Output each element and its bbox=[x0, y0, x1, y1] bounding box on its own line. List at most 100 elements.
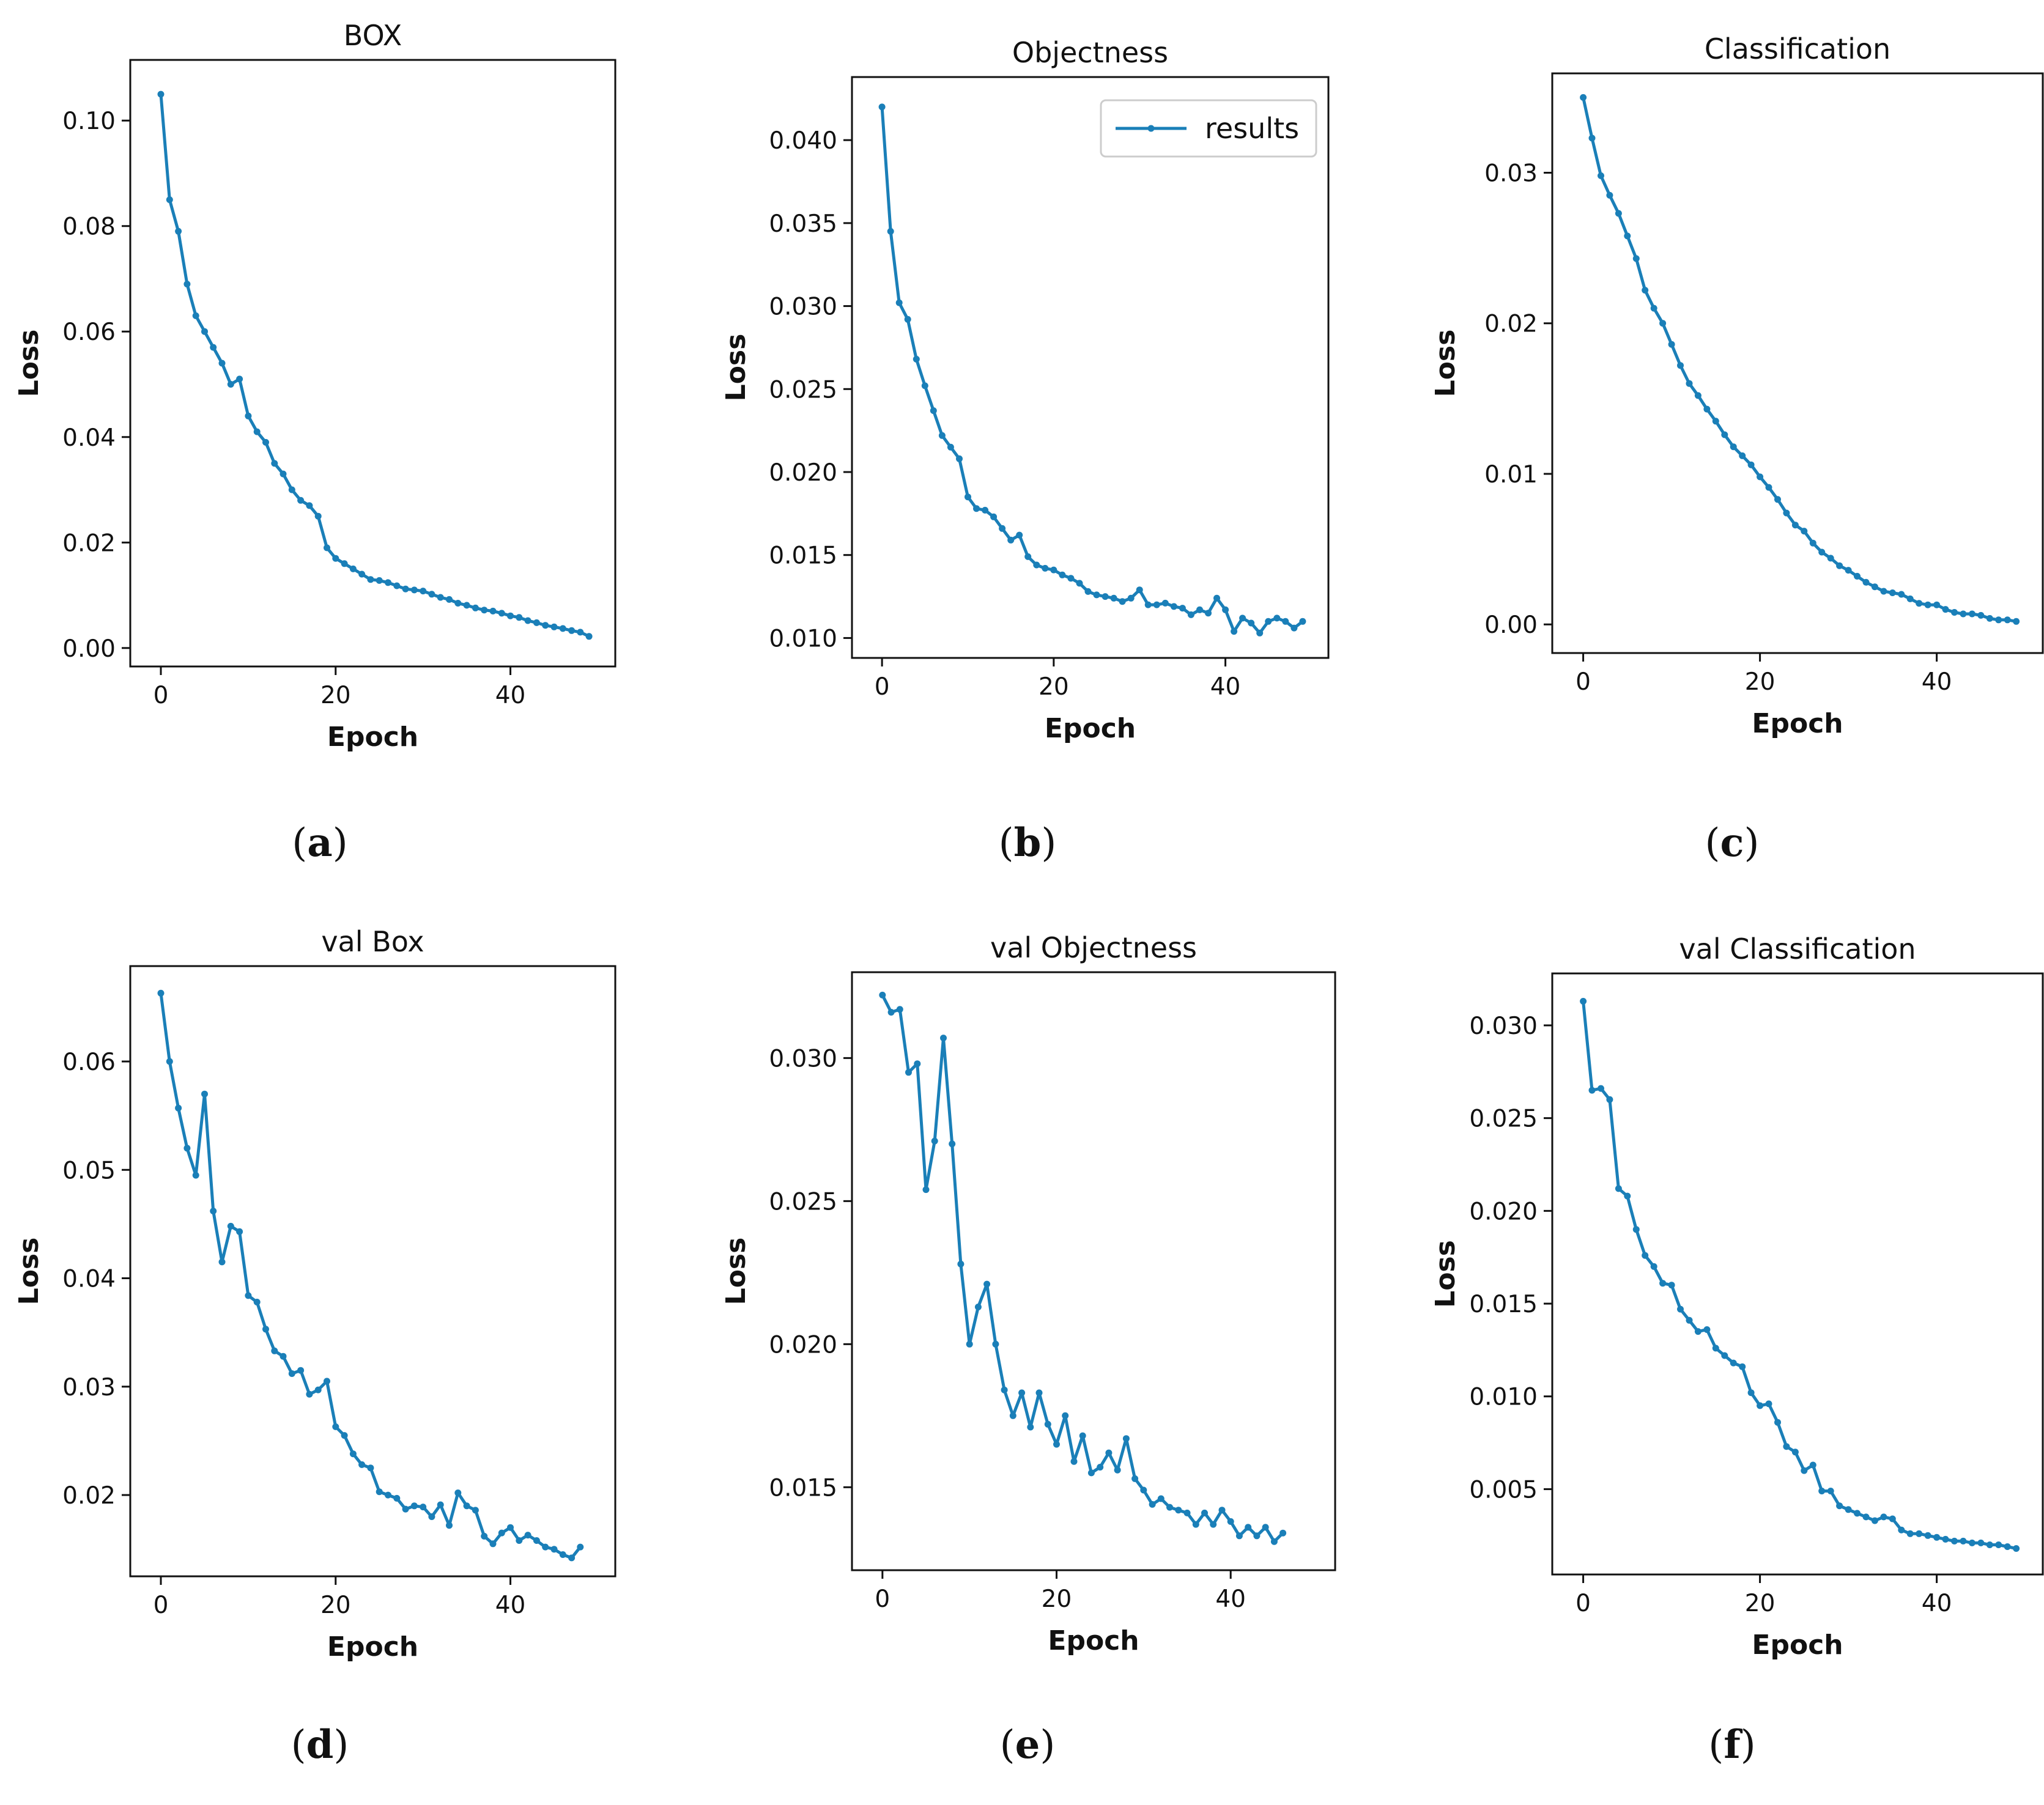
data-point bbox=[358, 570, 366, 578]
data-point bbox=[410, 586, 418, 594]
data-point bbox=[1110, 594, 1117, 602]
y-axis-label: Loss bbox=[13, 1238, 45, 1305]
data-point bbox=[280, 470, 287, 478]
data-point bbox=[887, 227, 894, 235]
data-point bbox=[393, 582, 401, 589]
y-tick-label: 0.04 bbox=[62, 1266, 116, 1293]
data-point bbox=[1995, 1541, 2002, 1548]
data-point bbox=[1791, 1449, 1799, 1456]
data-point bbox=[990, 513, 998, 520]
data-point bbox=[542, 1543, 549, 1551]
data-point bbox=[1642, 1252, 1649, 1259]
data-point bbox=[1862, 1513, 1870, 1521]
data-point bbox=[1712, 1345, 1719, 1352]
data-point bbox=[157, 90, 165, 98]
data-point bbox=[1024, 553, 1032, 560]
data-point bbox=[297, 1367, 305, 1374]
data-point bbox=[1097, 1464, 1104, 1471]
y-tick-label: 0.020 bbox=[769, 459, 837, 487]
data-point bbox=[227, 381, 234, 388]
y-tick-label: 0.030 bbox=[1469, 1013, 1538, 1040]
y-tick-label: 0.035 bbox=[769, 210, 837, 238]
data-point bbox=[183, 281, 191, 288]
data-point bbox=[585, 633, 593, 640]
data-point bbox=[1087, 1469, 1095, 1477]
data-point bbox=[227, 1222, 234, 1230]
panel-caption: (e) bbox=[1000, 1722, 1056, 1768]
data-point bbox=[314, 512, 322, 520]
data-point bbox=[1712, 418, 1719, 425]
data-point bbox=[913, 355, 920, 363]
axes-frame bbox=[1551, 972, 2044, 1576]
x-tick-label: 20 bbox=[320, 682, 351, 709]
data-point bbox=[887, 1009, 895, 1016]
data-point bbox=[236, 375, 243, 383]
data-point bbox=[1986, 615, 1993, 622]
data-point bbox=[1942, 606, 1949, 613]
chart-panel: Objectness 0 20 40 0.010 0.015 0.020 0.025 0.030… bbox=[720, 36, 1330, 866]
data-point bbox=[1933, 601, 1941, 608]
chart-panel: BOX 0 20 40 0.00 0.02 0.04 0.06 0.08 0.10 Epoch Los… bbox=[13, 19, 617, 866]
data-point bbox=[1977, 1539, 1985, 1546]
data-point bbox=[1588, 135, 1596, 142]
x-axis-label: Epoch bbox=[1752, 708, 1843, 739]
x-axis-label: Epoch bbox=[327, 1631, 418, 1663]
legend-marker bbox=[1147, 125, 1155, 132]
data-point bbox=[533, 619, 540, 626]
y-tick-label: 0.030 bbox=[769, 293, 837, 321]
y-tick-label: 0.02 bbox=[62, 530, 116, 557]
data-point bbox=[999, 525, 1006, 532]
y-tick-label: 0.015 bbox=[1469, 1291, 1538, 1318]
data-point bbox=[1016, 531, 1023, 539]
data-point bbox=[1747, 1389, 1755, 1397]
data-point bbox=[1801, 1467, 1808, 1474]
series-line bbox=[1582, 1001, 2017, 1550]
data-point bbox=[1765, 484, 1772, 491]
data-point bbox=[481, 607, 488, 614]
y-axis-label: Loss bbox=[1430, 1240, 1461, 1308]
data-point bbox=[1227, 1518, 1234, 1525]
data-point bbox=[166, 1058, 173, 1065]
data-point bbox=[2013, 1545, 2020, 1552]
data-point bbox=[1624, 1192, 1631, 1200]
y-tick-label: 0.020 bbox=[769, 1331, 837, 1359]
data-point bbox=[349, 1450, 357, 1458]
caption-open: ( bbox=[1708, 1722, 1724, 1768]
x-tick-label: 40 bbox=[1215, 1585, 1246, 1613]
data-point bbox=[516, 614, 523, 621]
data-point bbox=[332, 555, 339, 562]
x-tick-label: 40 bbox=[1922, 668, 1952, 696]
data-point bbox=[253, 428, 261, 435]
data-point bbox=[489, 607, 497, 615]
data-point bbox=[1222, 606, 1229, 613]
data-point bbox=[236, 1228, 243, 1235]
caption-open: ( bbox=[1000, 1722, 1015, 1768]
data-point bbox=[1836, 562, 1843, 569]
data-point bbox=[1213, 594, 1220, 602]
data-point bbox=[1703, 1326, 1711, 1333]
data-point bbox=[324, 1378, 330, 1385]
panel-caption: (d) bbox=[291, 1722, 349, 1768]
data-point bbox=[454, 600, 462, 607]
data-point bbox=[210, 344, 217, 351]
data-point bbox=[922, 1186, 930, 1194]
x-axis-label: Epoch bbox=[1048, 1625, 1139, 1656]
data-point bbox=[1273, 615, 1281, 622]
data-point bbox=[1079, 1432, 1086, 1439]
data-point bbox=[1588, 1087, 1596, 1094]
data-point bbox=[1131, 1475, 1139, 1482]
data-point bbox=[1122, 1435, 1130, 1442]
chart-title: val Objectness bbox=[990, 931, 1197, 964]
data-point bbox=[1880, 588, 1887, 595]
data-point bbox=[895, 299, 903, 306]
y-tick-label: 0.010 bbox=[769, 625, 837, 652]
data-point bbox=[1871, 583, 1878, 591]
data-point bbox=[498, 1529, 505, 1537]
axes-frame bbox=[129, 965, 617, 1578]
data-point bbox=[507, 612, 514, 619]
data-point bbox=[253, 1299, 261, 1305]
data-point bbox=[1615, 210, 1622, 217]
data-point bbox=[1783, 1443, 1790, 1450]
data-point bbox=[559, 625, 566, 632]
data-point bbox=[1818, 548, 1826, 556]
